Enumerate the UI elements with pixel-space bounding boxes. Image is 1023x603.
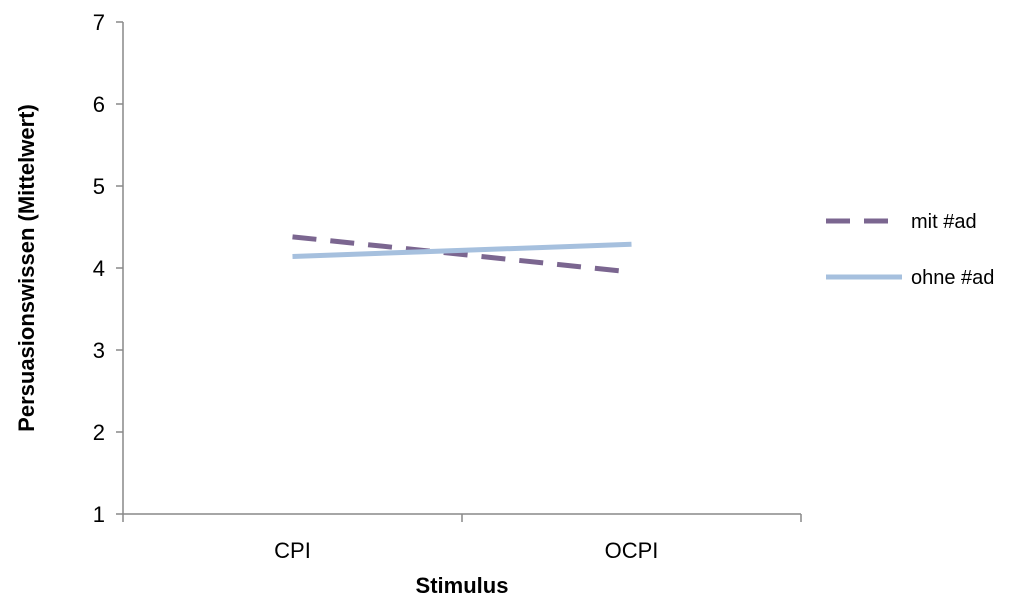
y-tick-label: 3 xyxy=(93,338,105,363)
y-tick-label: 5 xyxy=(93,174,105,199)
axes xyxy=(122,22,801,515)
legend: mit #ad ohne #ad xyxy=(826,211,994,289)
x-tick-label: CPI xyxy=(274,538,311,563)
series-line-2 xyxy=(292,241,632,260)
x-axis-title: Stimulus xyxy=(416,573,509,598)
y-tick-label: 4 xyxy=(93,256,105,281)
legend-label-1: mit #ad xyxy=(911,211,977,233)
series-layer xyxy=(292,234,632,275)
legend-label-2: ohne #ad xyxy=(911,267,994,289)
y-tick-label: 6 xyxy=(93,92,105,117)
series-line-1 xyxy=(292,234,632,275)
x-tick-label: OCPI xyxy=(605,538,659,563)
y-tick-label: 7 xyxy=(93,10,105,35)
y-tick-label: 1 xyxy=(93,502,105,527)
y-tick-label: 2 xyxy=(93,420,105,445)
x-ticks: CPI OCPI xyxy=(122,514,802,563)
y-ticks: 1 2 3 4 5 6 7 xyxy=(93,10,123,527)
y-axis-title: Persuasionswissen (Mittelwert) xyxy=(14,104,39,432)
